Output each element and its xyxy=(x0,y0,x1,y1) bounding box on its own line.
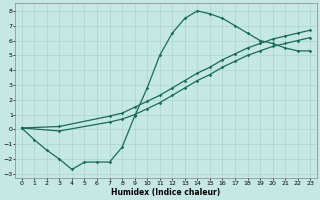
X-axis label: Humidex (Indice chaleur): Humidex (Indice chaleur) xyxy=(111,188,220,197)
